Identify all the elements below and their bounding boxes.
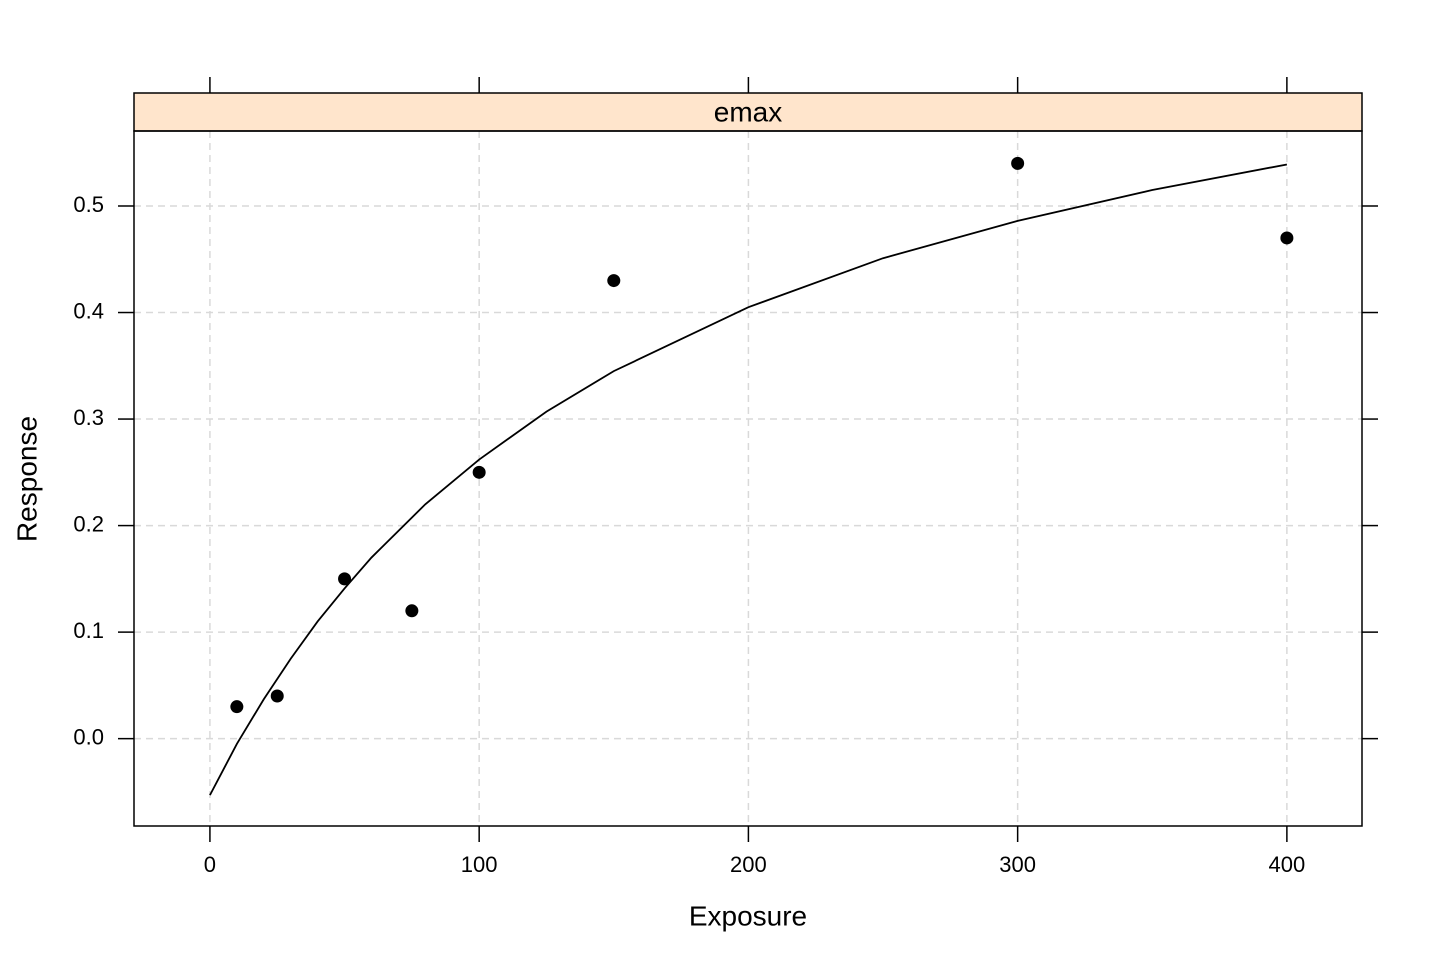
x-tick-label: 300 bbox=[999, 852, 1036, 877]
y-tick-label: 0.5 bbox=[73, 192, 104, 217]
x-tick-label: 400 bbox=[1269, 852, 1306, 877]
y-tick-label: 0.1 bbox=[73, 618, 104, 643]
data-point bbox=[1011, 156, 1025, 170]
x-axis-title: Exposure bbox=[689, 900, 807, 931]
x-tick-label: 200 bbox=[730, 852, 767, 877]
x-tick-label: 100 bbox=[461, 852, 498, 877]
strip-label: emax bbox=[714, 96, 782, 127]
data-point bbox=[472, 465, 486, 479]
y-tick-label: 0.3 bbox=[73, 405, 104, 430]
x-tick-label: 0 bbox=[204, 852, 216, 877]
data-point bbox=[607, 274, 621, 288]
data-point bbox=[405, 604, 419, 618]
data-point bbox=[1280, 231, 1294, 245]
data-point bbox=[338, 572, 352, 586]
strip bbox=[133, 92, 1363, 132]
data-point bbox=[270, 689, 284, 703]
fit-line bbox=[209, 163, 1288, 796]
y-tick-label: 0.0 bbox=[73, 724, 104, 749]
y-tick-label: 0.4 bbox=[73, 298, 104, 323]
y-tick-label: 0.2 bbox=[73, 511, 104, 536]
data-point bbox=[230, 700, 244, 714]
y-axis-title: Response bbox=[11, 416, 42, 542]
